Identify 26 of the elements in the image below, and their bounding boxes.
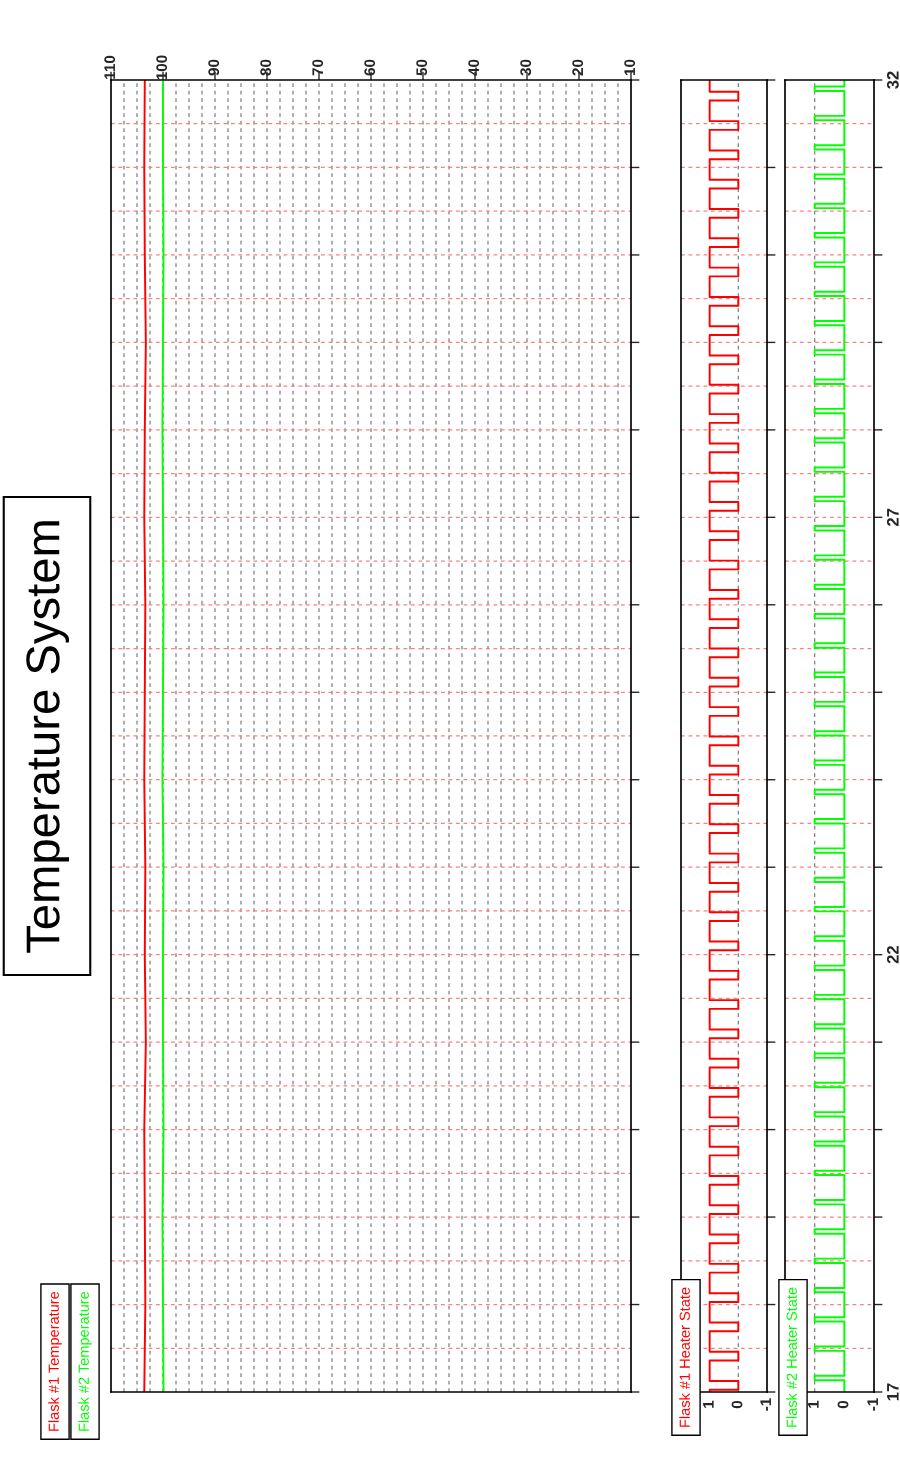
x-tick-label: 70	[312, 59, 324, 76]
text: Flask #2 Heater State	[786, 1287, 797, 1427]
x-tick-label: 60	[364, 59, 376, 76]
text: Flask #1 Heater State	[679, 1287, 690, 1427]
x-tick-label: 1	[703, 1400, 714, 1408]
text: Flask #1 Temperature	[48, 1291, 62, 1431]
text: Flask #2 Temperature	[78, 1291, 92, 1431]
x-tick-label: 100	[156, 55, 168, 80]
x-tick-label: -1	[867, 1398, 878, 1411]
x-tick-label: 1	[808, 1400, 819, 1408]
x-tick-label: 90	[208, 59, 220, 76]
y-tick-label: 27	[886, 508, 899, 527]
x-tick-label: 30	[520, 59, 532, 76]
x-tick-label: 80	[260, 59, 272, 76]
x-tick-label: 0	[731, 1400, 743, 1409]
x-tick-label: 110	[104, 55, 116, 79]
x-tick-label: 10	[624, 59, 636, 76]
x-tick-label: 40	[468, 59, 480, 76]
y-tick-label: 17	[887, 1383, 899, 1401]
x-tick-label: -1	[760, 1398, 771, 1411]
y-tick-label: 32	[886, 71, 899, 89]
x-tick-label: 0	[837, 1400, 849, 1409]
text: Temperature System	[26, 521, 70, 953]
x-tick-label: 50	[416, 59, 428, 76]
y-tick-label: 22	[886, 946, 899, 964]
x-tick-label: 20	[572, 59, 584, 76]
